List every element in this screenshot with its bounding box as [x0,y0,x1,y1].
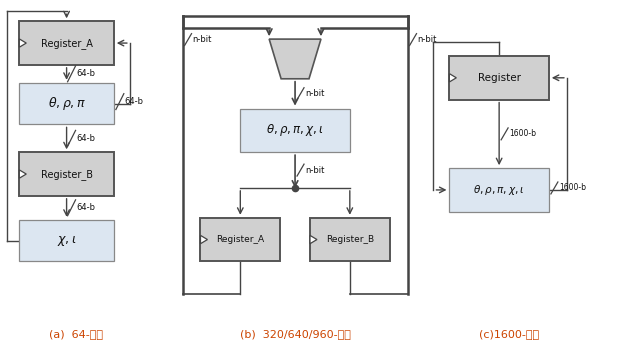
Text: Register_B: Register_B [326,235,374,244]
FancyBboxPatch shape [19,83,114,125]
FancyBboxPatch shape [449,56,549,100]
Text: n-bit: n-bit [305,165,324,174]
Text: n-bit: n-bit [193,35,212,44]
Text: Register_A: Register_A [216,235,265,244]
Text: n-bit: n-bit [418,35,437,44]
Text: 64-b: 64-b [77,134,96,143]
FancyBboxPatch shape [449,168,549,212]
Text: $\chi, \iota$: $\chi, \iota$ [57,233,77,248]
Text: 1600-b: 1600-b [559,184,586,193]
Polygon shape [19,170,27,178]
Text: 64-b: 64-b [125,97,144,106]
Text: 64-b: 64-b [77,203,96,212]
Text: n-bit: n-bit [305,89,324,98]
FancyBboxPatch shape [19,220,114,261]
Polygon shape [449,73,456,82]
FancyBboxPatch shape [19,152,114,196]
Text: (b)  320/640/960-비트: (b) 320/640/960-비트 [240,329,350,339]
Polygon shape [19,39,27,47]
Polygon shape [310,235,317,244]
Text: (c)1600-비트: (c)1600-비트 [479,329,539,339]
Text: Register_B: Register_B [41,169,93,180]
Text: 1600-b: 1600-b [509,129,536,138]
Text: $\theta, \rho, \pi$: $\theta, \rho, \pi$ [48,95,86,112]
FancyBboxPatch shape [19,21,114,65]
Text: $\theta, \rho, \pi, \chi, \iota$: $\theta, \rho, \pi, \chi, \iota$ [266,122,324,138]
Text: (a)  64-비트: (a) 64-비트 [49,329,103,339]
Text: Register_A: Register_A [41,38,93,49]
FancyBboxPatch shape [240,109,350,152]
FancyBboxPatch shape [310,218,389,261]
Text: Register: Register [478,73,520,83]
FancyBboxPatch shape [200,218,280,261]
Polygon shape [200,235,208,244]
Text: 64-b: 64-b [77,70,96,78]
Polygon shape [269,39,321,79]
Text: $\theta, \rho, \pi, \chi, \iota$: $\theta, \rho, \pi, \chi, \iota$ [473,183,525,197]
